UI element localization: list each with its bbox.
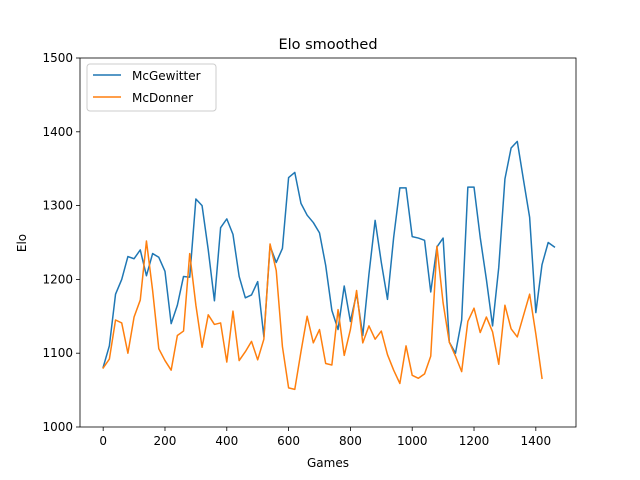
axes-frame — [79, 57, 577, 428]
y-tick-label: 1500 — [42, 51, 73, 65]
y-tick-label: 1100 — [42, 346, 73, 360]
series-line-mcgewitter — [102, 140, 556, 369]
legend: McGewitter McDonner — [86, 63, 217, 112]
y-tick-label: 1400 — [42, 125, 73, 139]
x-tick-label: 1200 — [459, 434, 490, 448]
legend-label-mcgewitter: McGewitter — [132, 69, 201, 83]
x-tick-label: 800 — [339, 434, 362, 448]
axes-border — [79, 57, 577, 428]
y-axis-ticks: 1000 1100 1200 1300 1400 1500 — [42, 51, 80, 434]
plot-lines — [102, 140, 556, 391]
y-tick-label: 1200 — [42, 272, 73, 286]
x-tick-label: 600 — [277, 434, 300, 448]
x-tick-label: 400 — [215, 434, 238, 448]
y-tick-label: 1300 — [42, 199, 73, 213]
x-tick-label: 1000 — [397, 434, 428, 448]
legend-label-mcdonner: McDonner — [132, 91, 193, 105]
chart-title: Elo smoothed — [278, 37, 377, 53]
y-axis-label: Elo — [15, 234, 29, 252]
x-tick-label: 200 — [154, 434, 177, 448]
x-tick-label: 0 — [99, 434, 107, 448]
x-tick-label: 1400 — [521, 434, 552, 448]
x-axis-ticks: 0 200 400 600 800 1000 1200 1400 — [99, 427, 551, 448]
x-axis-label: Games — [307, 456, 349, 470]
series-line-mcdonner — [102, 240, 543, 391]
y-tick-label: 1000 — [42, 420, 73, 434]
